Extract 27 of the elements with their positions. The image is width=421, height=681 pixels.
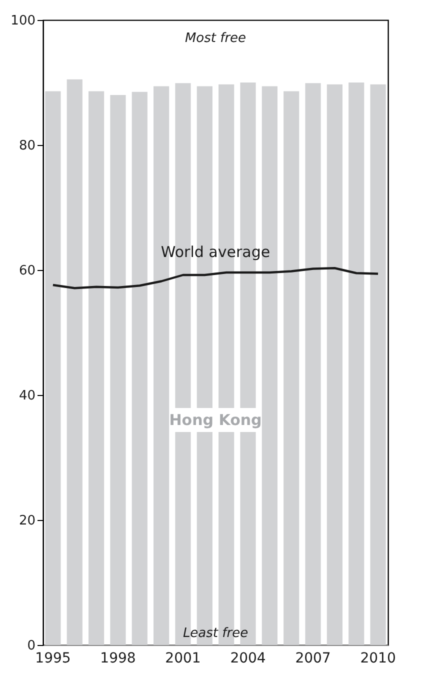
y-tick-label: 100 [10,14,36,28]
bar [284,91,300,645]
x-tick-label: 1995 [35,650,71,666]
y-tick-label: 40 [18,388,36,404]
bar [66,79,82,645]
bar [88,91,104,645]
annotation: Least free [182,626,248,641]
y-tick-label: 20 [18,514,36,528]
y-tick-label: 0 [27,638,36,654]
x-tick-label: 2001 [165,650,201,666]
bar [110,95,126,645]
bar [132,92,148,645]
line-series [52,267,380,290]
bar [45,91,61,645]
bar [326,84,342,645]
y-tick-label: 80 [18,138,36,154]
x-tick-label: 1998 [100,650,136,666]
bar [305,83,321,645]
bar [370,84,386,645]
bar [348,82,364,645]
x-tick-label: 2007 [295,650,331,666]
series-label: Hong Kong [169,411,262,429]
y-tick-label: 60 [18,264,36,278]
series-label: World average [160,243,270,262]
x-tick-label: 2010 [360,650,396,666]
annotation: Most free [184,31,246,46]
x-tick-label: 2004 [230,650,266,666]
